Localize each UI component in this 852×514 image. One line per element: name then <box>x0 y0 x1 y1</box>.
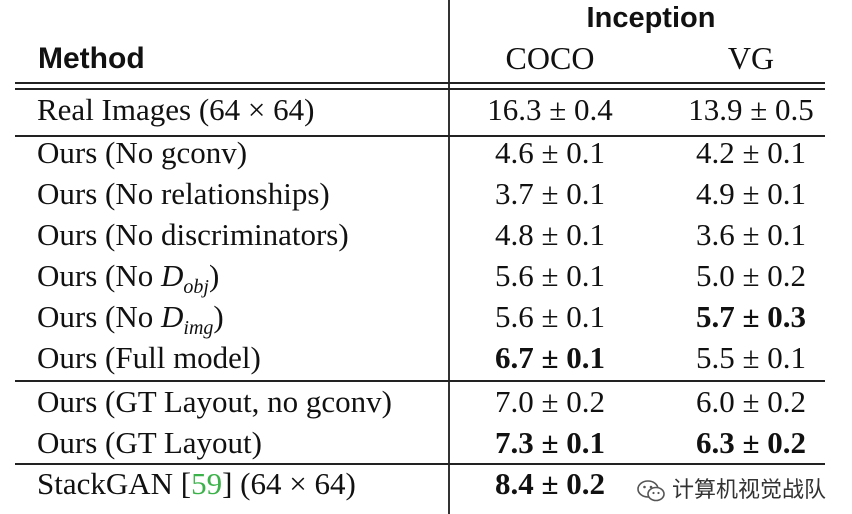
table-row: Real Images (64 × 64) 16.3 ± 0.4 13.9 ± 0.… <box>0 92 852 133</box>
header-rule-top <box>15 82 825 84</box>
coco-score-cell: 7.3 ± 0.1 <box>494 425 605 460</box>
table-row: Ours (No discriminators) 4.8 ± 0.1 3.6 ± 0… <box>0 217 852 258</box>
header-method: Method <box>38 42 145 75</box>
vg-score-cell: 5.7 ± 0.3 <box>695 299 806 334</box>
vg-score-cell: 3.6 ± 0.1 <box>695 217 806 252</box>
method-cell: Ours (GT Layout) <box>37 425 262 461</box>
method-label: StackGAN [ <box>37 466 192 501</box>
table-row: StackGAN [59] (64 × 64) 8.4 ± 0.2 <box>0 466 852 507</box>
method-cell: StackGAN [59] (64 × 64) <box>37 466 356 502</box>
method-label: Ours (No <box>37 299 161 334</box>
coco-score-cell: 7.0 ± 0.2 <box>494 384 605 419</box>
watermark-text: 计算机视觉战队 <box>672 478 827 503</box>
header-vg: VG <box>727 40 775 76</box>
header-inception: Inception <box>586 2 716 34</box>
math-subscript: img <box>183 317 214 340</box>
method-label: Ours (GT Layout, no gconv) <box>37 384 393 419</box>
rule-after-gt <box>15 463 825 465</box>
coco-score-cell: 4.8 ± 0.1 <box>494 217 605 252</box>
vg-score-cell: 6.0 ± 0.2 <box>695 384 806 419</box>
header-rule-bottom <box>15 88 825 90</box>
watermark: 计算机视觉战队 <box>636 472 826 504</box>
vg-score-cell: 5.0 ± 0.2 <box>695 258 806 293</box>
method-label: Ours (No <box>37 258 161 293</box>
header-coco: COCO <box>505 40 595 76</box>
rule-after-full <box>15 380 825 382</box>
table-row: Ours (Full model) 6.7 ± 0.1 5.5 ± 0.1 <box>0 340 852 381</box>
method-label-suffix: ) <box>208 258 220 293</box>
coco-score-cell: 3.7 ± 0.1 <box>494 176 605 211</box>
vg-score-cell: 5.5 ± 0.1 <box>695 340 806 375</box>
method-label: Real Images (64 × 64) <box>37 92 315 127</box>
method-cell: Ours (Full model) <box>37 340 261 376</box>
coco-score-cell: 6.7 ± 0.1 <box>494 340 605 375</box>
table-row: Ours (No gconv) 4.6 ± 0.1 4.2 ± 0.1 <box>0 135 852 176</box>
method-cell: Ours (GT Layout, no gconv) <box>37 384 392 420</box>
table-row: Ours (No Dobj) 5.6 ± 0.1 5.0 ± 0.2 <box>0 258 852 299</box>
coco-score-cell: 5.6 ± 0.1 <box>494 299 605 334</box>
math-subscript: obj <box>183 276 209 299</box>
table-row: Ours (GT Layout, no gconv) 7.0 ± 0.2 6.0 ±… <box>0 384 852 425</box>
rule-after-real <box>15 135 825 137</box>
table-row: Ours (GT Layout) 7.3 ± 0.1 6.3 ± 0.2 <box>0 425 852 466</box>
method-label: Ours (No relationships) <box>37 176 330 211</box>
vg-score-cell: 4.2 ± 0.1 <box>695 135 806 170</box>
coco-score-cell: 8.4 ± 0.2 <box>494 466 605 501</box>
method-cell: Ours (No relationships) <box>37 176 330 212</box>
method-label-suffix: ) <box>213 299 224 334</box>
coco-score-cell: 5.6 ± 0.1 <box>494 258 605 293</box>
method-label-suffix: ] (64 × 64) <box>222 466 356 501</box>
method-cell: Real Images (64 × 64) <box>37 92 314 128</box>
table-row: Ours (No Dimg) 5.6 ± 0.1 5.7 ± 0.3 <box>0 299 852 340</box>
citation-link[interactable]: 59 <box>191 466 223 501</box>
method-label: Ours (No gconv) <box>37 135 248 170</box>
coco-score-cell: 4.6 ± 0.1 <box>494 135 605 170</box>
math-symbol: D <box>161 258 184 293</box>
vg-score-cell: 13.9 ± 0.5 <box>688 92 814 127</box>
vg-score-cell: 4.9 ± 0.1 <box>695 176 806 211</box>
method-label: Ours (No discriminators) <box>37 217 349 252</box>
method-cell: Ours (No discriminators) <box>37 217 349 253</box>
column-divider <box>448 0 450 514</box>
method-label: Ours (Full model) <box>37 340 261 375</box>
method-cell: Ours (No Dimg) <box>37 299 224 340</box>
table-row: Ours (No relationships) 3.7 ± 0.1 4.9 ± 0.… <box>0 176 852 217</box>
method-label: Ours (GT Layout) <box>37 425 262 460</box>
vg-score-cell: 6.3 ± 0.2 <box>695 425 806 460</box>
method-cell: Ours (No gconv) <box>37 135 247 171</box>
method-cell: Ours (No Dobj) <box>37 258 219 299</box>
math-symbol: D <box>161 299 184 334</box>
coco-score-cell: 16.3 ± 0.4 <box>487 92 613 127</box>
wechat-icon <box>637 480 665 502</box>
